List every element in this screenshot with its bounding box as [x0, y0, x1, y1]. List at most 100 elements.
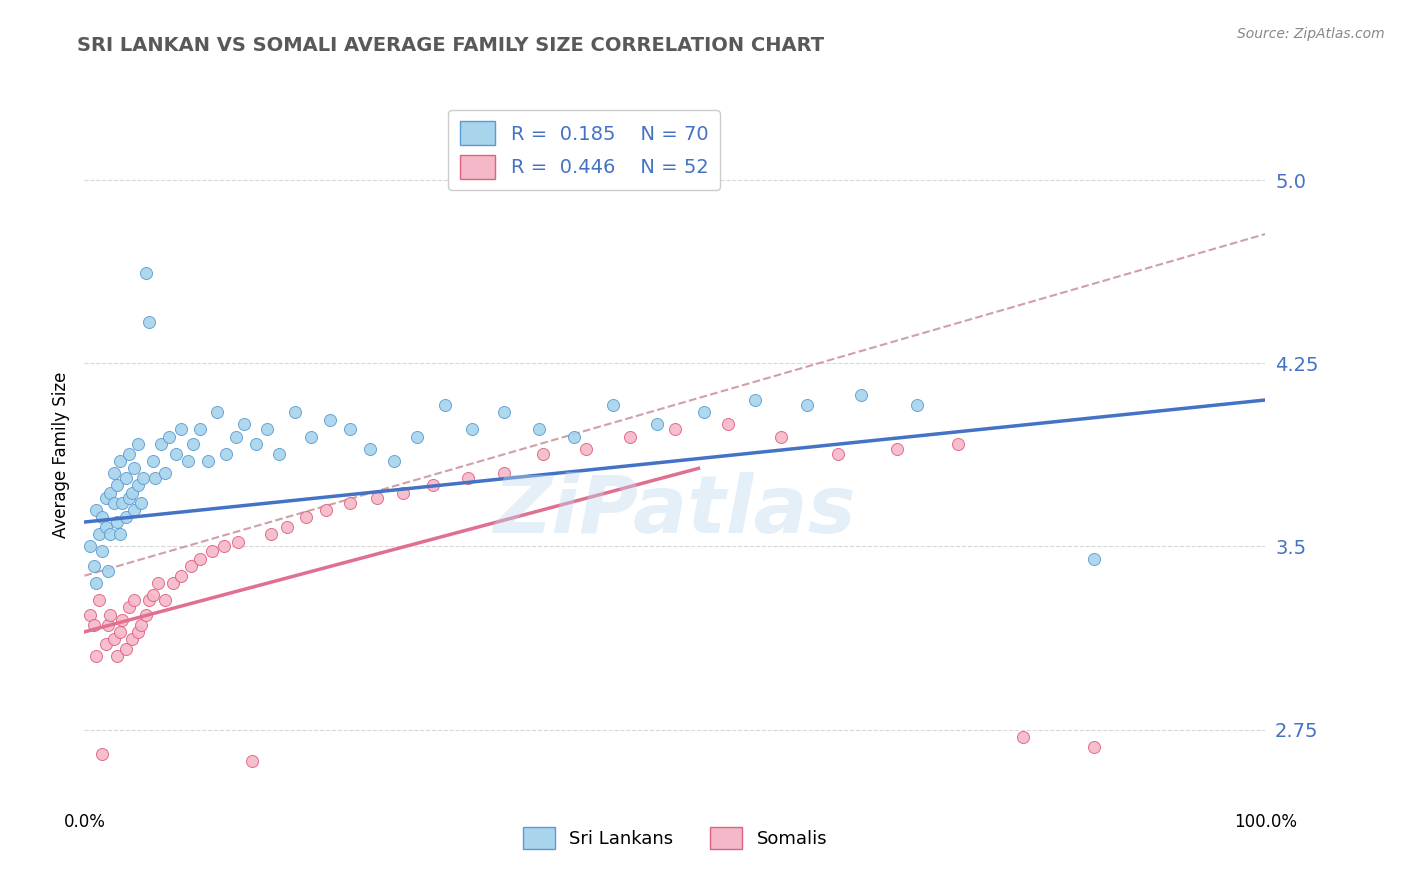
- Legend: Sri Lankans, Somalis: Sri Lankans, Somalis: [515, 820, 835, 856]
- Point: [107, 515, 129, 529]
- Point: [91, 747, 114, 761]
- Point: [114, 510, 136, 524]
- Point: [138, 315, 160, 329]
- Point: [260, 527, 283, 541]
- Point: [406, 429, 429, 443]
- Point: [256, 422, 278, 436]
- Point: [84, 503, 107, 517]
- Point: [143, 471, 166, 485]
- Point: [146, 576, 169, 591]
- Point: [98, 485, 121, 500]
- Point: [108, 624, 131, 639]
- Text: ZiPatlas: ZiPatlas: [494, 472, 856, 549]
- Point: [382, 454, 405, 468]
- Point: [1083, 551, 1105, 566]
- Point: [457, 471, 479, 485]
- Point: [339, 495, 361, 509]
- Point: [118, 491, 141, 505]
- Point: [98, 607, 121, 622]
- Point: [108, 454, 131, 468]
- Point: [157, 429, 180, 443]
- Point: [129, 495, 152, 509]
- Point: [575, 442, 598, 456]
- Point: [142, 454, 165, 468]
- Point: [796, 398, 818, 412]
- Point: [162, 576, 184, 591]
- Point: [132, 471, 155, 485]
- Point: [127, 437, 149, 451]
- Point: [111, 495, 134, 509]
- Point: [83, 559, 105, 574]
- Point: [103, 495, 125, 509]
- Point: [107, 478, 129, 492]
- Point: [619, 429, 641, 443]
- Point: [177, 454, 200, 468]
- Point: [79, 607, 101, 622]
- Point: [188, 551, 211, 566]
- Point: [201, 544, 224, 558]
- Point: [142, 588, 165, 602]
- Point: [226, 534, 249, 549]
- Point: [240, 754, 263, 768]
- Point: [197, 454, 219, 468]
- Point: [433, 398, 456, 412]
- Point: [122, 593, 145, 607]
- Point: [108, 527, 131, 541]
- Point: [170, 568, 193, 582]
- Point: [79, 540, 101, 554]
- Point: [770, 429, 793, 443]
- Point: [150, 437, 173, 451]
- Point: [215, 447, 238, 461]
- Point: [83, 617, 105, 632]
- Point: [225, 429, 247, 443]
- Point: [461, 422, 484, 436]
- Point: [564, 429, 586, 443]
- Point: [1012, 730, 1035, 744]
- Point: [319, 412, 342, 426]
- Point: [392, 485, 415, 500]
- Y-axis label: Average Family Size: Average Family Size: [52, 372, 70, 538]
- Point: [91, 544, 114, 558]
- Point: [205, 405, 228, 419]
- Point: [97, 564, 120, 578]
- Point: [122, 461, 145, 475]
- Point: [135, 607, 157, 622]
- Point: [107, 649, 129, 664]
- Point: [276, 520, 298, 534]
- Point: [103, 632, 125, 647]
- Point: [188, 422, 211, 436]
- Point: [166, 447, 188, 461]
- Point: [180, 559, 202, 574]
- Point: [87, 527, 110, 541]
- Point: [138, 593, 160, 607]
- Point: [121, 632, 143, 647]
- Point: [135, 266, 157, 280]
- Point: [693, 405, 716, 419]
- Point: [295, 510, 318, 524]
- Point: [339, 422, 361, 436]
- Point: [851, 388, 873, 402]
- Point: [122, 503, 145, 517]
- Point: [153, 467, 176, 481]
- Point: [232, 417, 254, 432]
- Point: [94, 491, 117, 505]
- Point: [905, 398, 928, 412]
- Point: [114, 471, 136, 485]
- Point: [114, 642, 136, 657]
- Point: [492, 405, 515, 419]
- Point: [359, 442, 381, 456]
- Point: [717, 417, 740, 432]
- Point: [284, 405, 307, 419]
- Point: [98, 527, 121, 541]
- Point: [527, 422, 550, 436]
- Point: [299, 429, 322, 443]
- Point: [84, 576, 107, 591]
- Text: SRI LANKAN VS SOMALI AVERAGE FAMILY SIZE CORRELATION CHART: SRI LANKAN VS SOMALI AVERAGE FAMILY SIZE…: [77, 36, 824, 54]
- Point: [87, 593, 110, 607]
- Point: [492, 467, 515, 481]
- Point: [91, 510, 114, 524]
- Point: [170, 422, 193, 436]
- Point: [645, 417, 668, 432]
- Point: [531, 447, 554, 461]
- Point: [315, 503, 337, 517]
